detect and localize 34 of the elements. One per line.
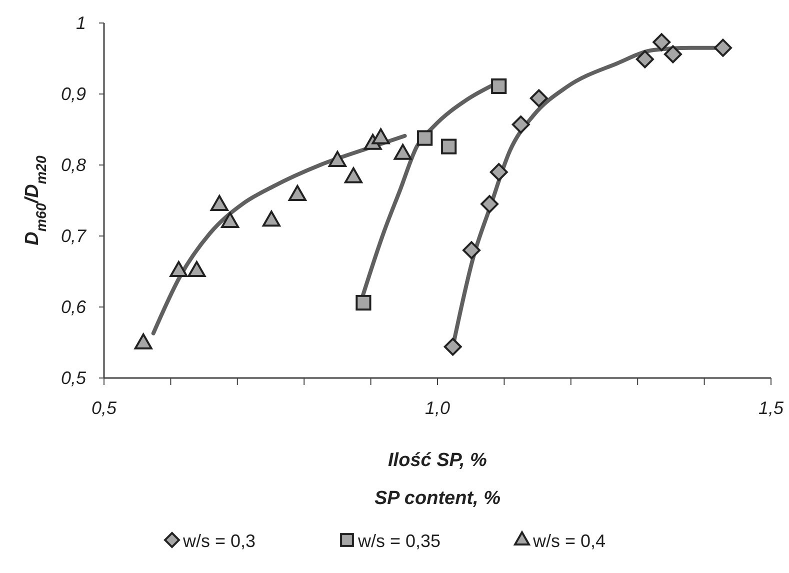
- point: [221, 212, 240, 228]
- legend-label: w/s = 0,4: [532, 531, 606, 551]
- y-tick-label: 0,9: [60, 84, 86, 104]
- legend-label: w/s = 0,35: [357, 531, 441, 551]
- y-tick-label: 0,7: [60, 226, 87, 246]
- x-tick-label: 0,5: [91, 398, 118, 418]
- point: [210, 194, 228, 211]
- x-tick-label: 1,5: [758, 398, 784, 418]
- y-tick-label: 0,8: [60, 155, 86, 175]
- point: [328, 150, 346, 167]
- point: [652, 33, 671, 52]
- point: [372, 128, 390, 144]
- point: [636, 50, 654, 68]
- point: [288, 185, 306, 202]
- legend-label: w/s = 0,3: [182, 531, 256, 551]
- point: [344, 167, 362, 184]
- point: [664, 45, 682, 64]
- point: [441, 138, 457, 154]
- point: [512, 116, 530, 134]
- point: [134, 333, 152, 350]
- point: [530, 89, 548, 108]
- point: [491, 78, 507, 94]
- x-axis-title: Ilość SP, % SP content, %: [374, 450, 501, 509]
- x-tick-label: 1,0: [424, 398, 450, 418]
- point: [714, 38, 732, 57]
- point: [170, 260, 188, 277]
- y-tick-label: 0,5: [60, 368, 87, 388]
- point: [490, 163, 508, 182]
- point: [394, 144, 412, 160]
- point: [262, 210, 280, 227]
- point: [188, 260, 206, 277]
- y-tick-label: 1: [76, 13, 86, 33]
- point: [417, 130, 433, 146]
- y-tick-label: 0,6: [60, 297, 87, 317]
